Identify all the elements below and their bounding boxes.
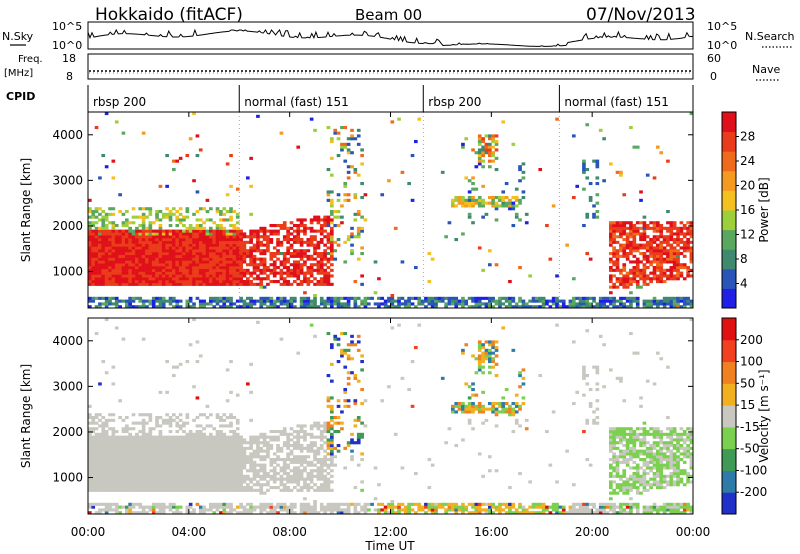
- velocity-panel: 1000 2000 3000 4000 Slant Range [km]: [19, 317, 694, 515]
- y-tick-label: 2000: [52, 425, 83, 439]
- colorbar-tick-label: 8: [740, 252, 748, 266]
- nsky-strip: N.Sky 10^5 10^0 10^5 10^0 N.Search: [2, 20, 795, 52]
- colorbar-swatch: [722, 151, 736, 172]
- y-tick-label: 3000: [52, 173, 83, 187]
- cpid-segments: rbsp 200 normal (fast) 151 rbsp 200 normal …: [93, 85, 669, 112]
- colorbar-tick-label: -50: [740, 442, 760, 456]
- colorbar-tick-label: 200: [740, 333, 763, 347]
- cpid-segment-label: normal (fast) 151: [244, 95, 348, 109]
- date-title: 07/Nov/2013: [586, 5, 696, 25]
- y-tick-label: 3000: [52, 379, 83, 393]
- colorbar-swatch: [722, 426, 736, 450]
- colorbar-swatch: [722, 318, 736, 341]
- colorbar-swatch: [722, 170, 736, 191]
- freq-tick-bottom: 8: [66, 70, 73, 83]
- colorbar-swatch: [722, 190, 736, 211]
- cpid-strip: CPID rbsp 200 normal (fast) 151 rbsp 200 no…: [6, 85, 694, 112]
- freq-unit: [MHz]: [4, 68, 33, 79]
- colorbar-tick-label: 28: [740, 130, 755, 144]
- nsky-trace: [87, 28, 694, 47]
- colorbar-swatch: [722, 470, 736, 493]
- velocity-ylabel: Slant Range [km]: [19, 364, 33, 468]
- y-tick-label: 4000: [52, 334, 83, 348]
- x-tick-label: 12:00: [373, 525, 408, 539]
- colorbar-tick-label: 24: [740, 154, 755, 168]
- nsky-tick-bottom: 10^0: [52, 39, 82, 52]
- nave-tick-bottom: 0: [710, 70, 717, 83]
- nsky-line: [87, 28, 694, 47]
- colorbar-tick-label: -200: [740, 485, 767, 499]
- nsearch-label: N.Search: [745, 30, 795, 43]
- colorbar-swatch: [722, 210, 736, 231]
- nsearch-tick-top: 10^5: [707, 20, 737, 33]
- colorbar-swatch: [722, 229, 736, 250]
- x-tick-label: 08:00: [272, 525, 307, 539]
- y-tick-label: 1000: [52, 265, 83, 279]
- colorbar-swatch: [722, 492, 736, 515]
- nsearch-tick-bottom: 10^0: [707, 39, 737, 52]
- colorbar-tick-label: 16: [740, 203, 755, 217]
- y-tick-label: 2000: [52, 219, 83, 233]
- y-tick-label: 4000: [52, 128, 83, 142]
- station-title: Hokkaido (fitACF): [95, 5, 243, 25]
- colorbar-tick-label: -100: [740, 463, 767, 477]
- nsky-tick-top: 10^5: [52, 20, 82, 33]
- colorbar-swatch: [722, 249, 736, 270]
- colorbar-tick-label: 20: [740, 179, 755, 193]
- velocity-colorbar-scale: 200 100 50 15 -15 -50 -100 -200: [721, 317, 767, 515]
- nave-label: Nave: [752, 63, 780, 76]
- power-panel: 1000 2000 3000 4000 Slant Range [km]: [19, 111, 694, 514]
- freq-tick-top: 18: [62, 52, 76, 65]
- colorbar-swatch: [722, 112, 736, 133]
- nsky-label: N.Sky: [2, 30, 34, 43]
- colorbar-swatch: [722, 131, 736, 152]
- cpid-segment-label: rbsp 200: [428, 95, 481, 109]
- x-tick-label: 04:00: [172, 525, 207, 539]
- x-axis-label: Time UT: [364, 539, 415, 553]
- colorbar-tick-label: 4: [740, 277, 748, 291]
- colorbar-tick-label: 100: [740, 355, 763, 369]
- velocity-colorbar-label: Velocity [m s⁻¹]: [757, 369, 771, 462]
- colorbar-swatch: [722, 405, 736, 428]
- power-colorbar-label: Power [dB]: [757, 177, 771, 242]
- x-tick-label: 00:00: [676, 525, 711, 539]
- cpid-segment-label: normal (fast) 151: [564, 95, 668, 109]
- power-colorbar: 4 8 12 16 20 24 28 Power [dB]: [721, 111, 771, 309]
- power-colorbar-scale: 4 8 12 16 20 24 28: [721, 111, 755, 309]
- colorbar-tick-label: 50: [740, 376, 755, 390]
- colorbar-swatch: [722, 448, 736, 471]
- time-axis: 00:00 04:00 08:00 12:00 16:00 20:00 00:00: [71, 112, 711, 539]
- colorbar-swatch: [722, 383, 736, 406]
- colorbar-swatch: [722, 268, 736, 289]
- x-tick-label: 00:00: [71, 525, 106, 539]
- cpid-segment-label: rbsp 200: [93, 95, 146, 109]
- y-tick-label: 1000: [52, 471, 83, 485]
- x-tick-label: 16:00: [474, 525, 509, 539]
- colorbar-tick-label: 12: [740, 228, 755, 242]
- colorbar-swatch: [722, 339, 736, 363]
- power-y-ticks: 1000 2000 3000 4000: [52, 128, 693, 279]
- colorbar-swatch: [722, 288, 736, 309]
- velocity-y-ticks: 1000 2000 3000 4000: [52, 334, 693, 485]
- power-cells: [88, 112, 694, 514]
- freq-label: Freq.: [18, 54, 43, 65]
- nave-tick-top: 60: [707, 52, 721, 65]
- velocity-colorbar: 200 100 50 15 -15 -50 -100 -200 Velocity [m s⁻¹…: [721, 317, 771, 515]
- beam-title: Beam 00: [355, 6, 422, 24]
- power-ylabel: Slant Range [km]: [19, 158, 33, 262]
- colorbar-swatch: [722, 361, 736, 384]
- colorbar-tick-label: 15: [740, 398, 755, 412]
- freq-strip: Freq. [MHz] 18 8 60 0 Nave: [4, 52, 780, 83]
- cpid-label: CPID: [6, 90, 35, 103]
- x-tick-label: 20:00: [575, 525, 610, 539]
- colorbar-tick-label: -15: [740, 420, 760, 434]
- velocity-cells: [88, 318, 694, 515]
